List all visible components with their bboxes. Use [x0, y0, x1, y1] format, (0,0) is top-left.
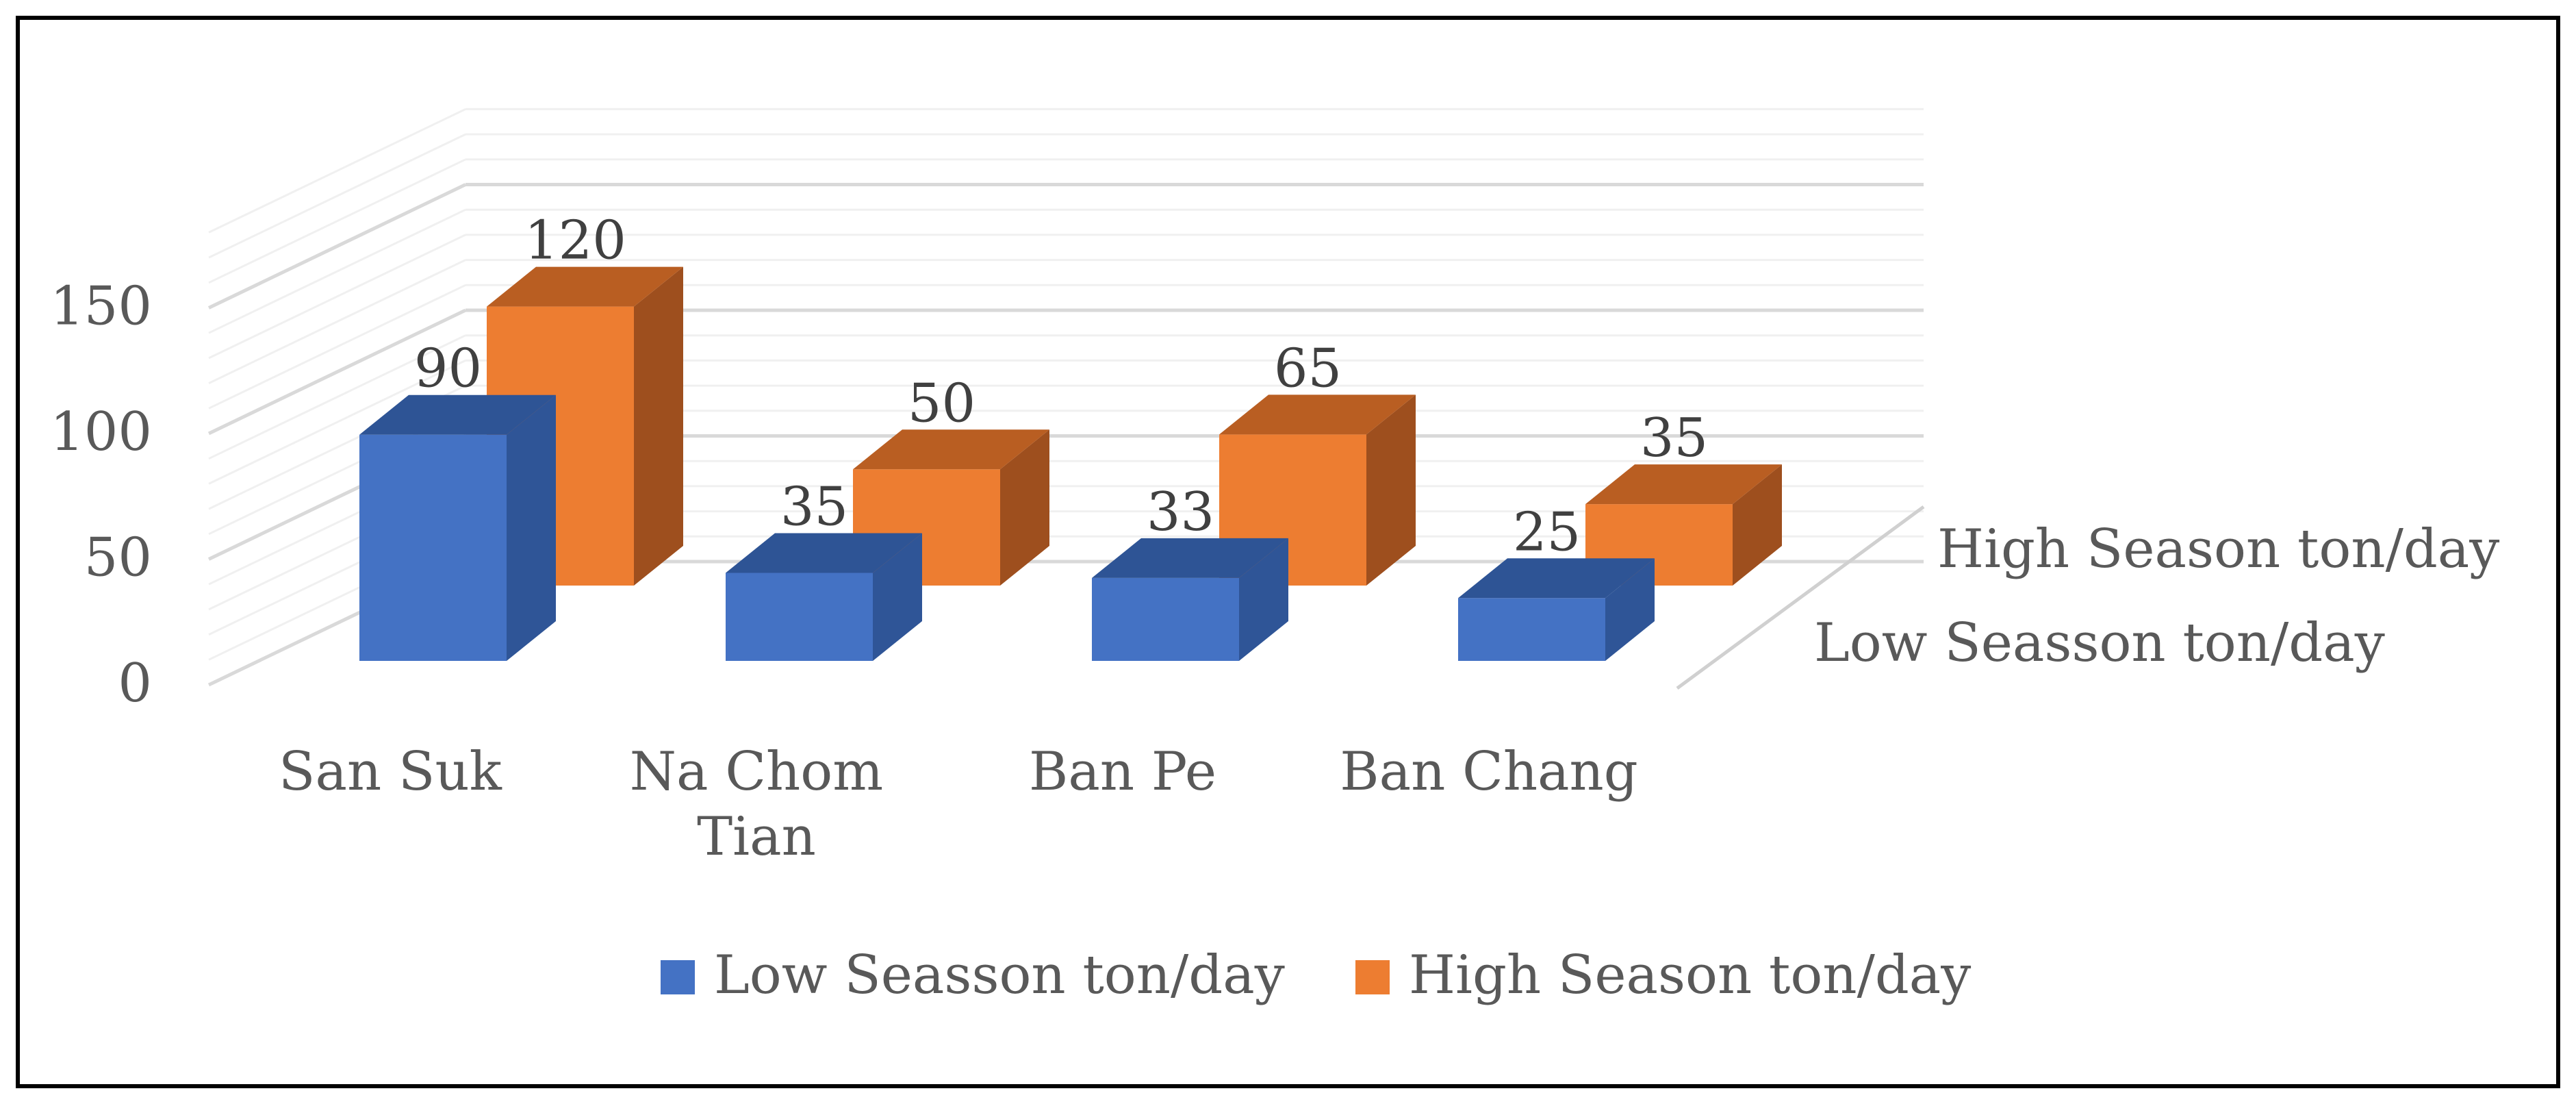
side-wall-gridline: [208, 208, 466, 334]
legend-low-label: Low Seasson ton/day: [714, 944, 1285, 1006]
bar-low-top: [1092, 538, 1288, 578]
data-label-low: 35: [780, 477, 848, 538]
bar-low-front: [1458, 598, 1605, 661]
bar-high-top: [1219, 394, 1416, 435]
bar-high-top: [1585, 464, 1782, 505]
data-label-high: 120: [524, 210, 626, 272]
side-wall-gridline: [208, 234, 466, 360]
bar-low-top: [726, 533, 922, 573]
bar-high-side: [1000, 429, 1049, 586]
data-label-high: 50: [908, 373, 975, 434]
bar-high-top: [487, 266, 683, 307]
data-label-high: 65: [1274, 338, 1342, 399]
side-wall-gridline: [208, 334, 466, 460]
category-label: Ban Chang: [1340, 741, 1637, 803]
side-wall-gridline: [207, 308, 467, 436]
bar-low-top: [359, 394, 556, 435]
bar-high-side: [634, 266, 683, 586]
data-label-low: 25: [1513, 501, 1581, 563]
side-wall-gridline: [208, 259, 466, 384]
bar-low-side: [1239, 538, 1288, 661]
category-label: Ban Pe: [1029, 741, 1216, 803]
data-label-low: 90: [414, 338, 482, 400]
data-label-high: 35: [1640, 407, 1708, 469]
y-tick-label: 150: [50, 276, 152, 338]
bar-low-front: [726, 573, 873, 661]
axis-lines: [1676, 505, 1925, 690]
bar-low-front: [1092, 577, 1239, 661]
category-label: San Suk: [279, 741, 502, 803]
y-tick-label: 100: [50, 401, 152, 463]
legend-high-label: High Season ton/day: [1409, 944, 1971, 1006]
series-axis-label-high: High Season ton/day: [1937, 518, 2499, 580]
legend-low-swatch: [661, 960, 695, 994]
side-wall-gridline: [208, 360, 466, 485]
side-wall-gridline: [208, 284, 466, 410]
depth-axis-line: [1676, 505, 1925, 690]
side-wall-gridline: [208, 158, 466, 284]
bar-low-front: [359, 434, 507, 661]
y-tick-label: 50: [84, 527, 152, 589]
bar-high-top: [853, 429, 1049, 470]
bar-high-side: [1733, 464, 1782, 586]
bar-low-side: [1605, 558, 1655, 661]
bar-low-side: [873, 533, 922, 661]
labels: 0 50 100 150 120 50 65 35 90 35 33 25 San Suk Na Chom…: [50, 210, 2499, 1006]
side-wall-gridline: [207, 183, 467, 310]
bar-high-side: [1366, 394, 1416, 586]
category-label: Tian: [697, 806, 816, 868]
side-wall-gridline: [208, 108, 466, 234]
bars: [359, 266, 1782, 661]
data-label-low: 33: [1147, 481, 1214, 543]
side-wall-gridline: [208, 133, 466, 259]
series-axis-label-low: Low Seasson ton/day: [1814, 612, 2385, 674]
category-label: Na Chom: [630, 741, 883, 803]
bar-low-side: [507, 394, 556, 661]
bar-low-top: [1458, 558, 1655, 599]
legend-high-swatch: [1355, 960, 1390, 994]
y-tick-label: 0: [118, 653, 152, 714]
